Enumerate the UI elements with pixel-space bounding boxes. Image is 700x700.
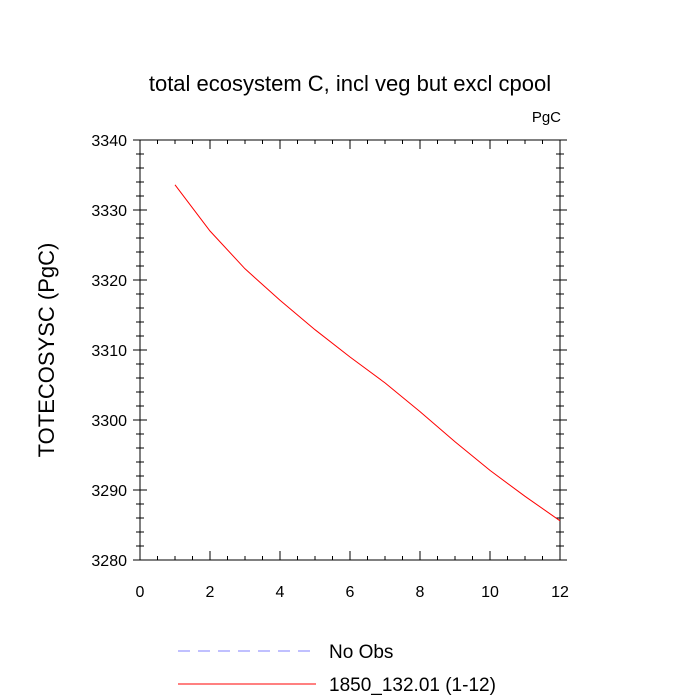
y-tick-label: 3290 (91, 483, 127, 500)
axis-ticks (133, 140, 567, 560)
series-line-1 (175, 185, 560, 521)
legend: No Obs 1850_132.01 (1-12) (178, 642, 496, 696)
x-tick-label: 4 (276, 584, 285, 601)
x-tick-label: 8 (416, 584, 425, 601)
plot-frame (140, 140, 560, 560)
y-tick-label: 3280 (91, 553, 127, 570)
tick-labels: 0 2 4 6 8 10 12 3280 3290 3300 3310 3320 3330 3340 (91, 133, 569, 601)
x-tick-label: 0 (136, 584, 145, 601)
series-lines (175, 185, 560, 521)
y-tick-label: 3310 (91, 343, 127, 360)
y-tick-label: 3300 (91, 413, 127, 430)
x-tick-label: 6 (346, 584, 355, 601)
y-tick-label: 3320 (91, 273, 127, 290)
chart-title: total ecosystem C, incl veg but excl cpo… (149, 71, 551, 96)
x-tick-label: 2 (206, 584, 215, 601)
y-tick-label: 3340 (91, 133, 127, 150)
legend-label-0: No Obs (329, 642, 393, 663)
x-tick-label: 12 (551, 584, 569, 601)
y-axis-label: TOTECOSYSC (PgC) (34, 243, 59, 458)
legend-label-1: 1850_132.01 (1-12) (329, 675, 496, 696)
x-tick-label: 10 (481, 584, 499, 601)
y-tick-label: 3330 (91, 203, 127, 220)
units-label: PgC (532, 109, 561, 126)
